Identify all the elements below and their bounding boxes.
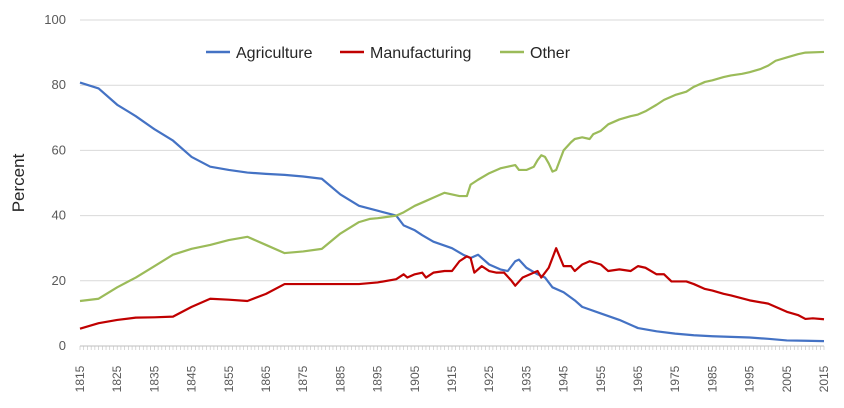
x-tick-label: 1835 <box>147 365 161 392</box>
x-tick-label: 1905 <box>408 365 422 392</box>
series-line-manufacturing <box>79 247 825 330</box>
x-tick-label: 1925 <box>482 365 496 392</box>
y-tick-label: 60 <box>52 142 66 157</box>
x-tick-label: 2005 <box>780 365 794 392</box>
x-tick-label: 1825 <box>110 365 124 392</box>
x-tick-label: 1975 <box>668 365 682 392</box>
legend-label-agriculture: Agriculture <box>236 45 313 62</box>
y-tick-label: 80 <box>52 77 66 92</box>
x-tick-label: 1935 <box>519 365 533 392</box>
x-tick-label: 1845 <box>185 365 199 392</box>
y-tick-label: 0 <box>59 338 66 353</box>
x-tick-label: 1955 <box>594 365 608 392</box>
x-tick-label: 1885 <box>333 365 347 392</box>
series-line-agriculture <box>79 81 825 343</box>
legend-label-other: Other <box>530 45 571 62</box>
y-axis-label: Percent <box>9 153 28 212</box>
x-tick-label: 1985 <box>705 365 719 392</box>
x-tick-label: 2015 <box>817 365 831 392</box>
x-tick-label: 1915 <box>445 365 459 392</box>
legend-label-manufacturing: Manufacturing <box>370 45 471 62</box>
y-tick-label: 20 <box>52 273 66 288</box>
y-tick-label: 40 <box>52 208 66 223</box>
x-tick-label: 1855 <box>222 365 236 392</box>
x-tick-label: 1995 <box>743 365 757 392</box>
x-tick-label: 1875 <box>296 365 310 392</box>
x-tick-label: 1945 <box>557 365 571 392</box>
x-tick-label: 1815 <box>73 365 87 392</box>
y-tick-label: 100 <box>44 12 66 27</box>
series-line-other <box>79 50 825 303</box>
x-tick-label: 1865 <box>259 365 273 392</box>
x-tick-label: 1965 <box>631 365 645 392</box>
x-tick-label: 1895 <box>371 365 385 392</box>
